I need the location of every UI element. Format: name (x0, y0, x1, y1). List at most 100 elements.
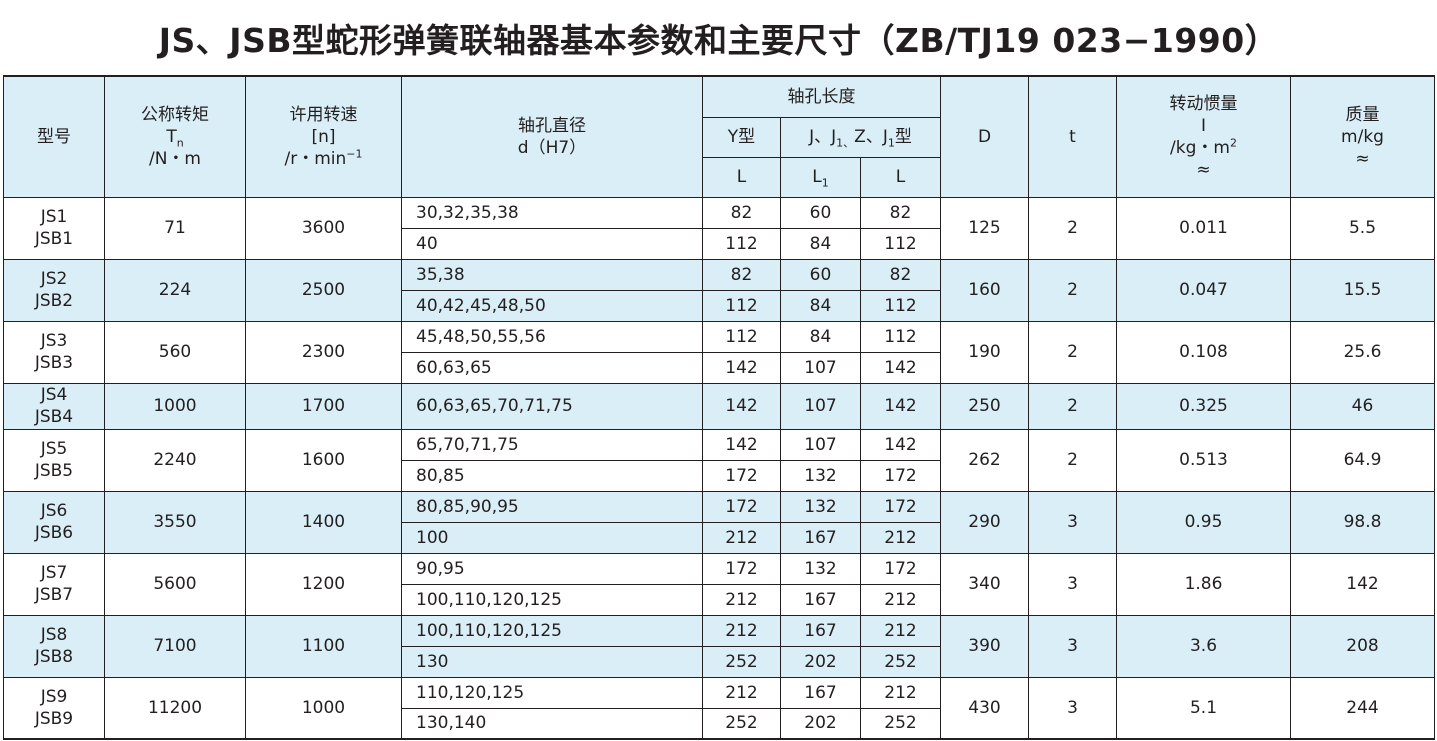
model-jsb: JSB8 (34, 647, 74, 667)
j-length-l-cell: 252 (860, 645, 941, 678)
inertia-cell: 0.95 (1116, 490, 1291, 554)
d-cell: 250 (940, 382, 1029, 430)
y-length-cell: 212 (702, 676, 781, 709)
header-j-type-part: Z、J (854, 127, 888, 147)
header-bore: 轴孔直径 d（H7） (401, 75, 703, 198)
y-length-cell: 172 (702, 459, 781, 492)
header-mass: 质量 m/kg ≈ (1290, 75, 1435, 198)
inertia-cell: 1.86 (1116, 552, 1291, 616)
mass-cell: 15.5 (1290, 258, 1435, 322)
model-js: JS2 (40, 269, 68, 289)
model-jsb: JSB1 (34, 229, 74, 249)
model-jsb: JSB2 (34, 291, 74, 311)
j-length-l1-cell: 202 (780, 645, 861, 678)
header-speed-unit: /r・min (284, 148, 347, 169)
header-mass-approx: ≈ (1355, 148, 1370, 169)
mass-cell: 244 (1290, 676, 1435, 740)
inertia-cell: 3.6 (1116, 614, 1291, 678)
t-cell: 3 (1028, 676, 1117, 740)
torque-cell: 560 (104, 320, 246, 384)
page-title: JS、JSB型蛇形弹簧联轴器基本参数和主要尺寸（ZB/TJ19 023−1990… (158, 21, 1279, 60)
d-cell: 290 (940, 490, 1029, 554)
table-row: JS6 JSB6 3550 1400 80,85,90,95 172 132 172 290 3 0… (3, 490, 1435, 554)
header-j-type-part: 型 (894, 127, 912, 147)
torque-cell: 2240 (104, 428, 246, 492)
header-speed-label: 许用转速 (289, 104, 358, 125)
torque-cell: 1000 (104, 382, 246, 430)
header-j-type: J、J1、Z、J1型 (780, 116, 941, 158)
y-length-cell: 82 (702, 258, 781, 291)
mass-cell: 46 (1290, 382, 1435, 430)
t-cell: 3 (1028, 614, 1117, 678)
j-length-l-cell: 212 (860, 583, 941, 616)
table-row: JS3 JSB3 560 2300 45,48,50,55,56 112 84 112 190 2… (3, 320, 1435, 384)
j-length-l1-cell: 84 (780, 320, 861, 353)
inertia-cell: 0.047 (1116, 258, 1291, 322)
header-inertia-unit-sup: 2 (1229, 136, 1237, 150)
j-length-l1-cell: 60 (780, 196, 861, 229)
j-length-l1-cell: 167 (780, 583, 861, 616)
y-length-cell: 142 (702, 382, 781, 430)
bore-cell: 110,120,125 (401, 676, 703, 709)
model-cell: JS8 JSB8 (3, 614, 105, 678)
speed-cell: 1000 (245, 676, 402, 740)
header-inertia-unit: /kg・m (1170, 137, 1230, 158)
model-cell: JS6 JSB6 (3, 490, 105, 554)
j-length-l1-cell: 107 (780, 382, 861, 430)
j-length-l-cell: 112 (860, 227, 941, 260)
header-y-type: Y型 (702, 116, 781, 158)
header-inertia-approx: ≈ (1196, 159, 1211, 180)
d-cell: 262 (940, 428, 1029, 492)
model-cell: JS5 JSB5 (3, 428, 105, 492)
header-speed-unit-sup: −1 (346, 147, 363, 161)
d-cell: 190 (940, 320, 1029, 384)
j-length-l-cell: 142 (860, 428, 941, 461)
model-jsb: JSB6 (34, 523, 74, 543)
y-length-cell: 142 (702, 428, 781, 461)
j-length-l1-cell: 167 (780, 676, 861, 709)
header-torque-label: 公称转矩 (141, 104, 209, 125)
header-j-L1-sub: 1 (821, 176, 829, 190)
torque-cell: 7100 (104, 614, 246, 678)
t-cell: 2 (1028, 258, 1117, 322)
header-mass-label: 质量 (1345, 104, 1380, 125)
header-speed: 许用转速 [n] /r・min−1 (245, 75, 402, 198)
torque-cell: 5600 (104, 552, 246, 616)
model-js: JS3 (40, 331, 68, 351)
y-length-cell: 252 (702, 645, 781, 678)
bore-cell: 100,110,120,125 (401, 614, 703, 647)
j-length-l1-cell: 107 (780, 351, 861, 384)
header-inertia: 转动惯量 I /kg・m2 ≈ (1116, 75, 1291, 198)
j-length-l-cell: 112 (860, 289, 941, 322)
j-length-l-cell: 142 (860, 382, 941, 430)
speed-cell: 1600 (245, 428, 402, 492)
model-jsb: JSB7 (34, 585, 74, 605)
model-jsb: JSB9 (34, 708, 74, 729)
y-length-cell: 112 (702, 320, 781, 353)
model-js: JS7 (40, 563, 68, 583)
y-length-cell: 82 (702, 196, 781, 229)
bore-cell: 40,42,45,48,50 (401, 289, 703, 322)
inertia-cell: 0.513 (1116, 428, 1291, 492)
table-row: JS4 JSB4 1000 1700 60,63,65,70,71,75 142 107 14… (3, 382, 1435, 430)
model-js: JS8 (40, 625, 68, 645)
header-j-L1: L1 (780, 156, 861, 198)
d-cell: 125 (940, 196, 1029, 260)
header-model: 型号 (3, 75, 105, 198)
table-row: 130,140 252 202 252 (4, 707, 1435, 740)
speed-cell: 3600 (245, 196, 402, 260)
model-js: JS6 (40, 501, 68, 521)
d-cell: 430 (940, 676, 1029, 740)
t-cell: 2 (1028, 320, 1117, 384)
header-y-L: L (702, 156, 781, 198)
bore-cell: 45,48,50,55,56 (401, 320, 703, 353)
bore-cell: 60,63,65 (401, 351, 703, 384)
table-row: JS5 JSB5 2240 1600 65,70,71,75 142 107 142 262 2 0… (3, 428, 1435, 492)
speed-cell: 1700 (245, 382, 402, 430)
speed-cell: 1100 (245, 614, 402, 678)
bore-cell: 40 (401, 227, 703, 260)
model-js: JS1 (40, 207, 68, 227)
inertia-cell: 0.325 (1116, 382, 1291, 430)
speed-cell: 2500 (245, 258, 402, 322)
header-torque-symbol: T (166, 126, 177, 147)
